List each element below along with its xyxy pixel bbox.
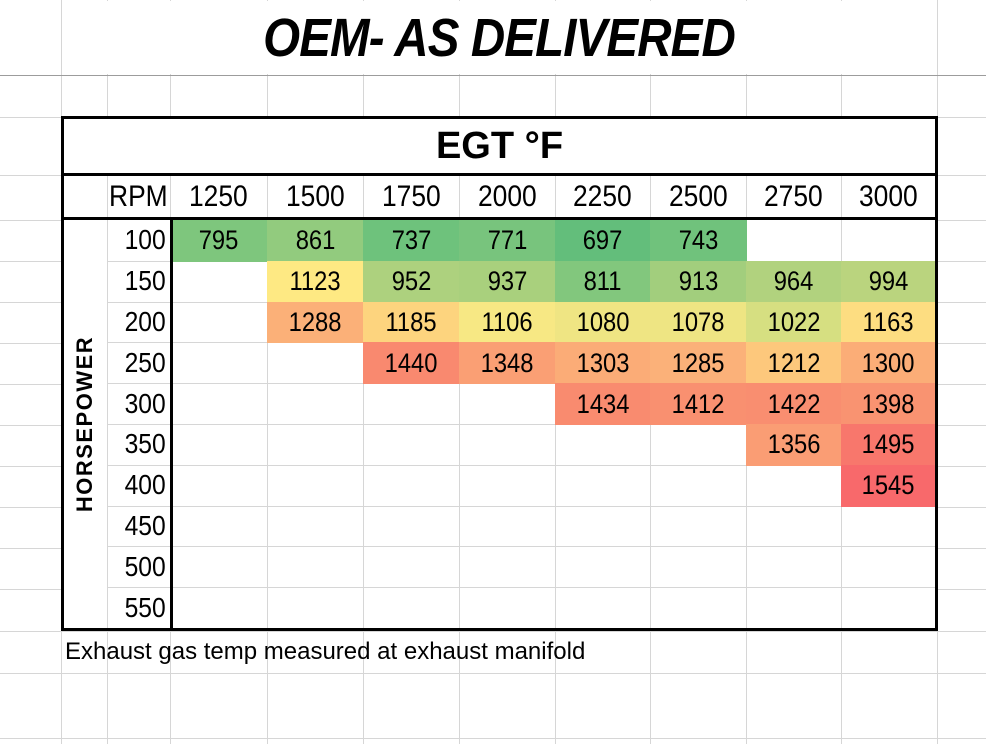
- egt-cell[interactable]: 1434: [555, 383, 651, 425]
- egt-cell[interactable]: 964: [746, 260, 842, 303]
- table-gridline: [555, 176, 556, 217]
- egt-cell[interactable]: 1356: [746, 424, 842, 466]
- egt-cell[interactable]: 1495: [841, 424, 935, 466]
- table-gridline: [107, 587, 935, 589]
- horsepower-axis-label: HORSEPOWER: [72, 335, 97, 513]
- table-gridline: [746, 176, 747, 217]
- hp-row-label[interactable]: 200: [124, 305, 166, 337]
- egt-cell[interactable]: 1078: [650, 301, 747, 344]
- egt-cell[interactable]: 1303: [555, 342, 651, 385]
- egt-cell[interactable]: 1348: [459, 342, 556, 385]
- table-gridline: [107, 546, 935, 548]
- egt-cell[interactable]: 1185: [363, 301, 460, 344]
- egt-cell[interactable]: 1422: [746, 383, 842, 425]
- table-gridline: [107, 464, 935, 466]
- egt-cell[interactable]: 937: [459, 260, 556, 303]
- egt-cell[interactable]: 1440: [363, 342, 460, 385]
- egt-cell[interactable]: 1545: [841, 464, 935, 507]
- rpm-header-cell[interactable]: 2750: [764, 179, 823, 213]
- hp-row-label[interactable]: 350: [124, 428, 166, 460]
- egt-cell[interactable]: 1212: [746, 342, 842, 385]
- rpm-header-cell[interactable]: 3000: [858, 179, 918, 213]
- table-gridline: [107, 424, 935, 425]
- gridline-horizontal: [0, 738, 986, 739]
- egt-cell[interactable]: 811: [555, 260, 651, 303]
- rpm-header-cell[interactable]: 2000: [477, 179, 537, 213]
- hp-row-label[interactable]: 150: [124, 265, 166, 297]
- egt-table: 1250 1500 1750 2000 2250 2500 2750 3000 100 150 20…: [61, 116, 938, 631]
- label-column-divider: [170, 217, 173, 628]
- table-gridline: [267, 176, 268, 217]
- table-gridline: [107, 176, 108, 217]
- table-gridline: [841, 176, 842, 217]
- table-gridline: [650, 176, 651, 217]
- rpm-header-cell[interactable]: 1250: [189, 179, 248, 213]
- egt-cell[interactable]: 737: [363, 220, 460, 262]
- egt-cell[interactable]: 1106: [459, 301, 556, 344]
- table-gridline: [170, 176, 171, 217]
- egt-cell[interactable]: 1163: [841, 301, 935, 344]
- hp-row-label[interactable]: 450: [124, 509, 166, 541]
- page-title: OEM- AS DELIVERED: [263, 7, 736, 68]
- egt-cell[interactable]: 1022: [746, 301, 842, 344]
- egt-cell[interactable]: 1398: [841, 383, 935, 425]
- table-gridline: [107, 505, 935, 507]
- gridline-horizontal: [0, 75, 986, 76]
- title-cell: OEM- AS DELIVERED: [62, 1, 936, 74]
- egt-cell[interactable]: 861: [267, 220, 364, 262]
- hp-row-label[interactable]: 500: [124, 550, 166, 582]
- hp-row-label[interactable]: 550: [124, 591, 166, 623]
- header-divider: [64, 173, 935, 176]
- egt-cell[interactable]: 994: [841, 260, 935, 303]
- egt-cell[interactable]: 1288: [267, 301, 364, 344]
- egt-cell[interactable]: 952: [363, 260, 460, 303]
- hp-row-label[interactable]: 400: [124, 469, 166, 501]
- table-gridline: [363, 176, 364, 217]
- egt-cell[interactable]: 1300: [841, 342, 935, 385]
- egt-cell[interactable]: 1123: [267, 260, 364, 303]
- table-header: EGT °F: [435, 124, 564, 167]
- hp-row-label[interactable]: 100: [124, 224, 166, 256]
- rpm-header-cell[interactable]: 1500: [285, 179, 345, 213]
- egt-cell[interactable]: 771: [459, 220, 556, 262]
- egt-cell[interactable]: 1080: [555, 301, 651, 344]
- rpm-row-divider: [64, 217, 935, 220]
- rpm-header-label[interactable]: RPM: [109, 179, 168, 213]
- egt-cell[interactable]: 697: [555, 220, 651, 262]
- rpm-header-cell[interactable]: 2250: [573, 179, 632, 213]
- egt-cell[interactable]: 743: [650, 220, 747, 262]
- gridline-horizontal: [0, 631, 986, 632]
- rpm-header-cell[interactable]: 2500: [668, 179, 728, 213]
- egt-cell[interactable]: 1285: [650, 342, 747, 385]
- egt-cell[interactable]: 1412: [650, 383, 747, 425]
- hp-row-label[interactable]: 250: [124, 346, 166, 378]
- egt-cell[interactable]: 795: [170, 220, 268, 262]
- hp-row-label[interactable]: 300: [124, 387, 166, 419]
- gridline-horizontal: [0, 673, 986, 674]
- rpm-header-cell[interactable]: 1750: [381, 179, 441, 213]
- footnote: Exhaust gas temp measured at exhaust man…: [65, 638, 586, 665]
- egt-cell[interactable]: 913: [650, 260, 747, 303]
- table-gridline: [459, 176, 460, 217]
